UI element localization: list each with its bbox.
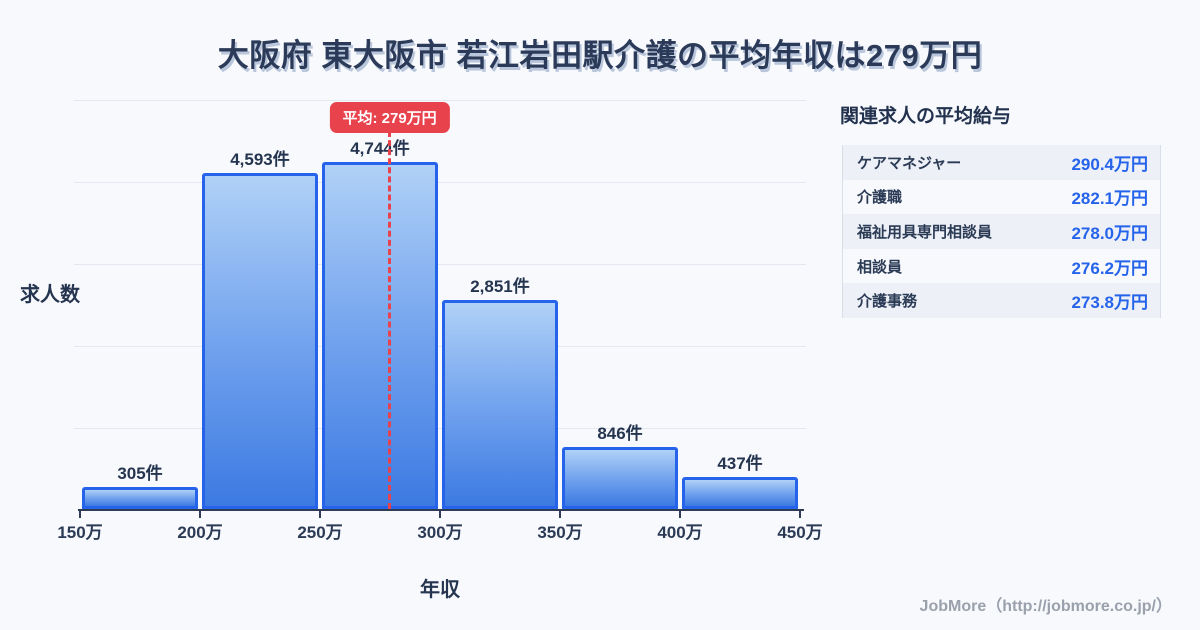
x-axis-tick-label: 350万 (537, 523, 583, 542)
related-job-salary: 282.1万円 (1071, 189, 1148, 209)
related-job-row: 介護事務 273.8万円 (843, 283, 1160, 318)
salary-histogram: 305件 4,593件 4,744件 2,851件 846件 437件 150万 200万 2… (20, 100, 823, 601)
average-line (388, 131, 392, 509)
bar-value-label: 437件 (717, 454, 763, 473)
bar-value-label: 2,851件 (470, 277, 530, 296)
histogram-bar (442, 300, 558, 509)
gridline (74, 182, 806, 183)
related-job-label: 介護職 (857, 189, 903, 207)
x-axis-tick-label: 300万 (417, 523, 463, 542)
x-axis-tick (799, 511, 801, 518)
bar-value-label: 846件 (597, 424, 643, 443)
gridline (74, 264, 806, 265)
x-axis-tick (79, 511, 81, 518)
related-jobs-list: ケアマネジャー 290.4万円介護職 282.1万円福祉用具専門相談員 278.0万円… (842, 145, 1161, 318)
x-axis-tick-label: 200万 (177, 523, 223, 542)
page-title: 大阪府 東大阪市 若江岩田駅介護の平均年収は279万円 (217, 38, 983, 73)
related-job-label: 福祉用具専門相談員 (857, 223, 993, 241)
gridline (74, 346, 806, 347)
x-axis-tick (559, 511, 561, 518)
x-axis-tick-label: 450万 (777, 523, 823, 542)
related-job-row: ケアマネジャー 290.4万円 (843, 145, 1160, 180)
histogram-bar (322, 162, 438, 509)
histogram-bar (202, 173, 318, 509)
histogram-bar (562, 447, 678, 509)
bar-value-label: 305件 (117, 464, 163, 483)
x-axis-line (78, 509, 804, 511)
related-job-salary: 290.4万円 (1071, 154, 1148, 174)
related-job-label: ケアマネジャー (857, 154, 962, 172)
related-job-row: 福祉用具専門相談員 278.0万円 (843, 214, 1160, 249)
x-axis-title: 年収 (420, 579, 460, 601)
related-job-label: 相談員 (857, 258, 903, 276)
average-badge: 平均: 279万円 (329, 102, 450, 133)
x-axis-tick-label: 150万 (57, 523, 103, 542)
related-jobs-title: 関連求人の平均給与 (840, 106, 1012, 127)
histogram-bar (82, 487, 198, 509)
histogram-bar (682, 477, 798, 509)
related-job-salary: 278.0万円 (1071, 223, 1148, 243)
gridline (74, 100, 806, 101)
y-axis-title: 求人数 (20, 284, 80, 306)
x-axis-tick (199, 511, 201, 518)
x-axis-tick-label: 400万 (657, 523, 703, 542)
bar-value-label: 4,744件 (350, 139, 410, 158)
related-job-row: 相談員 276.2万円 (843, 249, 1160, 284)
x-axis-tick (439, 511, 441, 518)
related-job-salary: 273.8万円 (1071, 293, 1148, 313)
gridline (74, 428, 806, 429)
x-axis-tick (679, 511, 681, 518)
x-axis-tick (319, 511, 321, 518)
related-job-row: 介護職 282.1万円 (843, 180, 1160, 215)
related-job-label: 介護事務 (857, 293, 918, 311)
bar-value-label: 4,593件 (230, 150, 290, 169)
footer-credit: JobMore（http://jobmore.co.jp/） (919, 598, 1172, 615)
related-job-salary: 276.2万円 (1071, 258, 1148, 278)
x-axis-tick-label: 250万 (297, 523, 343, 542)
